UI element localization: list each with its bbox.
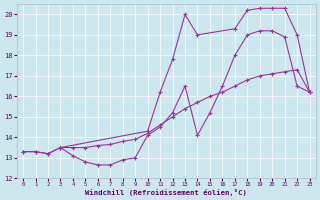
X-axis label: Windchill (Refroidissement éolien,°C): Windchill (Refroidissement éolien,°C) [85, 189, 247, 196]
